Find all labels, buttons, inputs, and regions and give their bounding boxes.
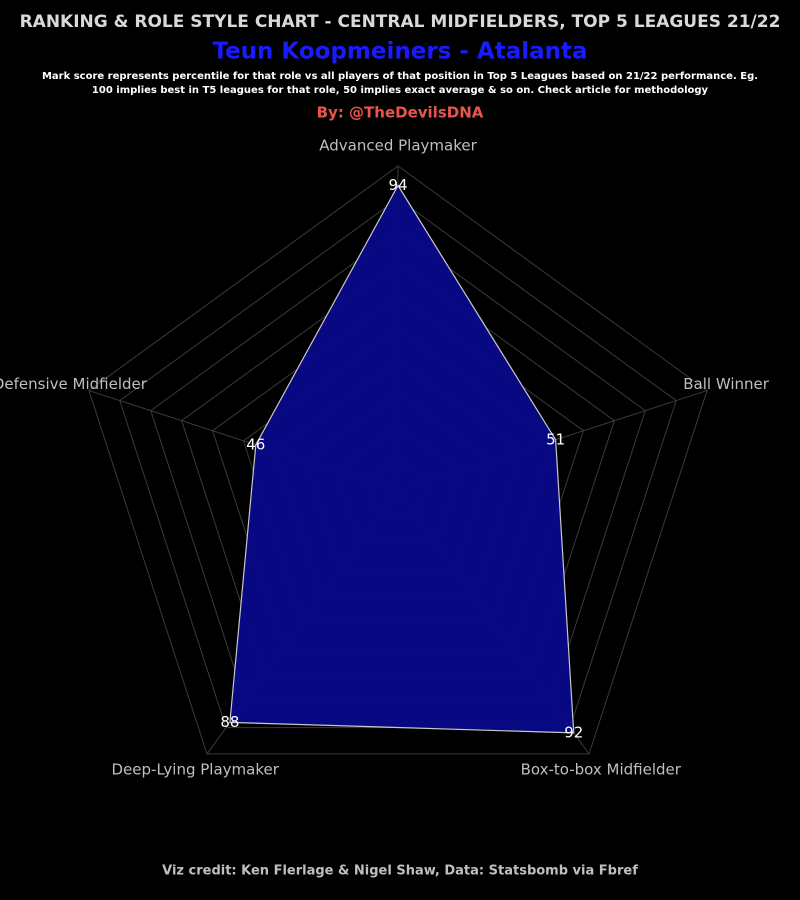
value-label: 92 [564,723,583,741]
category-label: Advanced Playmaker [319,137,477,155]
credit: Viz credit: Ken Flerlage & Nigel Shaw, D… [162,864,638,879]
description: Mark score represents percentile for tha… [41,71,759,96]
value-label: 94 [388,176,407,194]
category-label: Deep-Lying Playmaker [112,761,280,779]
chart-title: RANKING & ROLE STYLE CHART - CENTRAL MID… [20,12,781,32]
category-label: Box-to-box Midfielder [521,761,682,779]
value-label: 88 [220,713,239,731]
category-label: Ball Winner [683,375,769,393]
value-label: 51 [546,430,565,448]
byline: By: @TheDevilsDNA [317,104,484,122]
chart-subtitle: Teun Koopmeiners - Atalanta [212,39,587,65]
value-label: 46 [246,435,265,453]
category-label: Defensive Midfielder [0,375,148,393]
radar-area [229,184,575,734]
grid-ring [88,165,708,755]
